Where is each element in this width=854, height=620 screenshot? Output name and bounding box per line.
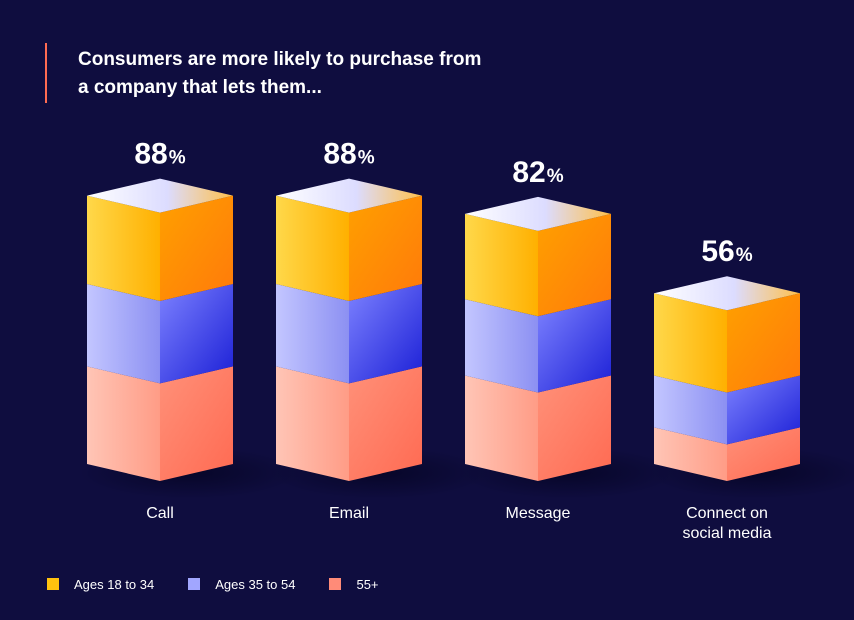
bar-value-percent-email: % <box>358 148 375 169</box>
bar-email-middle-left-face <box>276 284 349 384</box>
bar-social-media-oldest-right-face <box>727 427 800 481</box>
bar-call-middle-left-face <box>87 284 160 384</box>
bar-email-youngest-left-face <box>276 195 349 302</box>
bar-value-number-message: 82 <box>512 156 545 189</box>
chart-title-line-1: Consumers are more likely to purchase fr… <box>78 49 482 70</box>
legend-item-55-plus: 55+ <box>329 576 379 592</box>
bar-top-face-call <box>87 178 233 213</box>
legend-item-ages-18-34: Ages 18 to 34 <box>47 577 154 592</box>
legend: Ages 18 to 34 Ages 35 to 54 55+ <box>47 574 413 594</box>
bar-email-oldest-left-face <box>276 366 349 481</box>
bar-value-label-social-media: 56% <box>701 235 752 268</box>
bar-value-percent-social-media: % <box>736 245 753 266</box>
bar-value-percent-message: % <box>547 166 564 187</box>
bar-call-oldest-left-face <box>87 366 160 481</box>
bar-message-middle-left-face <box>465 299 538 393</box>
bar-email-youngest-right-face <box>349 195 422 302</box>
legend-label-ages-35-54: Ages 35 to 54 <box>215 576 296 592</box>
bar-top-face-social-media <box>654 276 800 311</box>
bar-value-label-call: 88% <box>134 138 185 171</box>
bar-email-oldest-right-face <box>349 366 422 481</box>
legend-label-55-plus: 55+ <box>356 576 379 592</box>
bar-social-media-youngest-left-face <box>654 293 727 393</box>
category-label-message: Message <box>506 505 571 522</box>
bar-social-media-oldest-left-face <box>654 427 727 481</box>
bar-value-number-social-media: 56 <box>701 235 734 268</box>
bar-email-middle-right-face <box>349 284 422 384</box>
bar-top-face-message <box>465 196 611 231</box>
category-label-call: Call <box>146 505 174 522</box>
bar-call-youngest-left-face <box>87 195 160 302</box>
bar-call-oldest-right-face <box>160 366 233 481</box>
category-label-email: Email <box>329 505 369 522</box>
bar-message-youngest-left-face <box>465 213 538 317</box>
bar-social-media-youngest-right-face <box>727 293 800 393</box>
bar-call-youngest-right-face <box>160 195 233 302</box>
bar-message-oldest-left-face <box>465 375 538 481</box>
legend-label-ages-18-34: Ages 18 to 34 <box>74 576 155 592</box>
category-label-social-media-line-2: social media <box>683 525 772 542</box>
chart-title: Consumers are more likely to purchase fr… <box>78 46 538 102</box>
bar-top-face-email <box>276 178 422 213</box>
bar-value-label-message: 82% <box>512 156 563 189</box>
legend-swatch-yellow <box>47 578 59 590</box>
chart-title-line-2: a company that lets them... <box>78 77 322 98</box>
bar-value-number-email: 88 <box>323 138 356 171</box>
legend-swatch-salmon <box>329 578 342 590</box>
bar-value-percent-call: % <box>169 148 186 169</box>
bar-social-media-middle-right-face <box>727 375 800 445</box>
bar-message-middle-right-face <box>538 299 611 393</box>
bar-social-media-middle-left-face <box>654 375 727 445</box>
bar-message-youngest-right-face <box>538 213 611 317</box>
bar-message-oldest-right-face <box>538 375 611 481</box>
category-label-social-media-line-1: Connect on <box>686 505 768 522</box>
legend-swatch-lavender <box>188 578 201 590</box>
bar-value-number-call: 88 <box>134 138 167 171</box>
legend-item-ages-35-54: Ages 35 to 54 <box>188 577 295 592</box>
title-accent-bar <box>45 43 47 103</box>
bar-call-middle-right-face <box>160 284 233 384</box>
bar-value-label-email: 88% <box>323 138 374 171</box>
